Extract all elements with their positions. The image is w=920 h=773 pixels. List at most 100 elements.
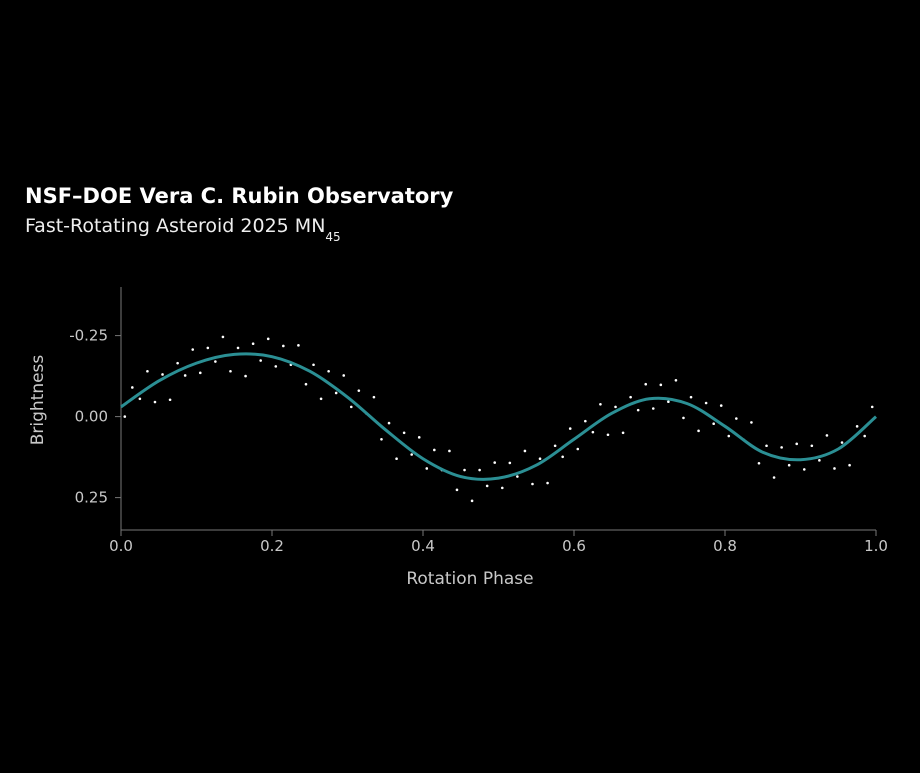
data-point	[161, 373, 164, 376]
x-tick-label: 0.6	[562, 537, 586, 555]
data-point	[357, 389, 361, 392]
data-point	[387, 421, 391, 425]
data-point	[508, 461, 512, 465]
data-point	[206, 346, 210, 350]
data-point	[538, 457, 542, 461]
data-point	[198, 371, 202, 375]
data-point	[863, 434, 866, 438]
data-point	[870, 405, 874, 409]
data-point	[402, 431, 406, 435]
data-point	[221, 335, 225, 339]
data-point	[500, 486, 504, 490]
data-point	[810, 444, 814, 448]
data-point	[697, 429, 700, 433]
data-point	[727, 434, 731, 438]
data-point	[553, 444, 557, 448]
x-tick-label: 0.4	[411, 537, 435, 555]
data-point	[138, 397, 142, 401]
data-point	[433, 448, 436, 452]
data-point	[636, 408, 640, 412]
data-point	[342, 374, 346, 377]
data-point	[470, 499, 474, 503]
data-point	[183, 374, 187, 377]
data-point	[168, 398, 172, 402]
data-point	[599, 402, 602, 406]
data-point	[591, 430, 595, 434]
data-point	[425, 467, 429, 470]
x-tick-label: 0.8	[713, 537, 737, 555]
data-point	[319, 397, 323, 401]
data-point	[455, 488, 459, 492]
data-point	[131, 386, 134, 389]
chart-subtitle-subscript: 45	[325, 230, 340, 244]
data-point	[568, 427, 572, 430]
data-point	[274, 365, 278, 368]
data-point	[191, 348, 195, 351]
data-point	[674, 379, 678, 382]
data-point	[848, 463, 851, 467]
data-point	[719, 404, 723, 407]
data-point	[417, 436, 421, 439]
data-point	[395, 457, 398, 461]
data-point	[153, 400, 157, 404]
data-point	[531, 482, 534, 486]
data-point	[659, 383, 663, 387]
data-point	[704, 401, 708, 405]
x-tick-label: 0.2	[260, 537, 284, 555]
data-point	[765, 444, 768, 448]
data-point	[176, 361, 179, 365]
fit-line	[120, 352, 877, 481]
data-point	[312, 363, 315, 367]
data-point	[251, 342, 255, 346]
data-point	[493, 461, 497, 464]
data-point	[757, 461, 761, 465]
data-point	[297, 344, 300, 347]
chart-title: NSF–DOE Vera C. Rubin Observatory	[25, 184, 454, 208]
x-axis-label: Rotation Phase	[406, 569, 533, 589]
y-tick-label: 0.00	[75, 408, 108, 426]
data-point	[561, 455, 564, 459]
data-point	[576, 447, 580, 451]
data-point	[546, 481, 549, 485]
data-point	[614, 405, 617, 409]
data-point	[825, 434, 829, 437]
y-tick-label: -0.25	[69, 327, 108, 345]
data-point	[282, 344, 285, 348]
y-tick-label: 0.25	[75, 489, 108, 507]
data-point	[146, 369, 149, 373]
data-point	[787, 463, 791, 467]
data-point	[523, 449, 527, 453]
data-point	[855, 425, 859, 428]
data-point	[229, 369, 232, 373]
data-point	[750, 421, 753, 424]
data-point	[244, 374, 247, 378]
data-point	[334, 391, 338, 395]
data-point	[629, 395, 632, 399]
data-point	[780, 446, 783, 449]
data-point	[802, 468, 806, 471]
data-point	[833, 467, 836, 470]
data-point	[840, 441, 844, 444]
data-point	[304, 382, 308, 386]
chart-subtitle: Fast-Rotating Asteroid 2025 MN	[25, 215, 325, 237]
data-point	[478, 468, 481, 472]
data-point	[712, 422, 715, 426]
chart-subtitle-group: Fast-Rotating Asteroid 2025 MN45	[25, 215, 341, 244]
data-point	[651, 407, 655, 410]
data-point	[266, 337, 270, 341]
data-point	[516, 475, 519, 478]
x-tick-label: 1.0	[864, 537, 888, 555]
y-axis-label: Brightness	[28, 355, 48, 446]
data-point	[621, 431, 625, 435]
data-point	[584, 419, 587, 423]
data-point	[689, 395, 693, 399]
data-point	[259, 359, 262, 362]
data-point	[667, 400, 670, 403]
data-point	[606, 433, 610, 437]
data-point	[448, 449, 451, 453]
data-point	[818, 459, 821, 462]
data-point	[236, 346, 240, 350]
data-point	[349, 405, 353, 409]
